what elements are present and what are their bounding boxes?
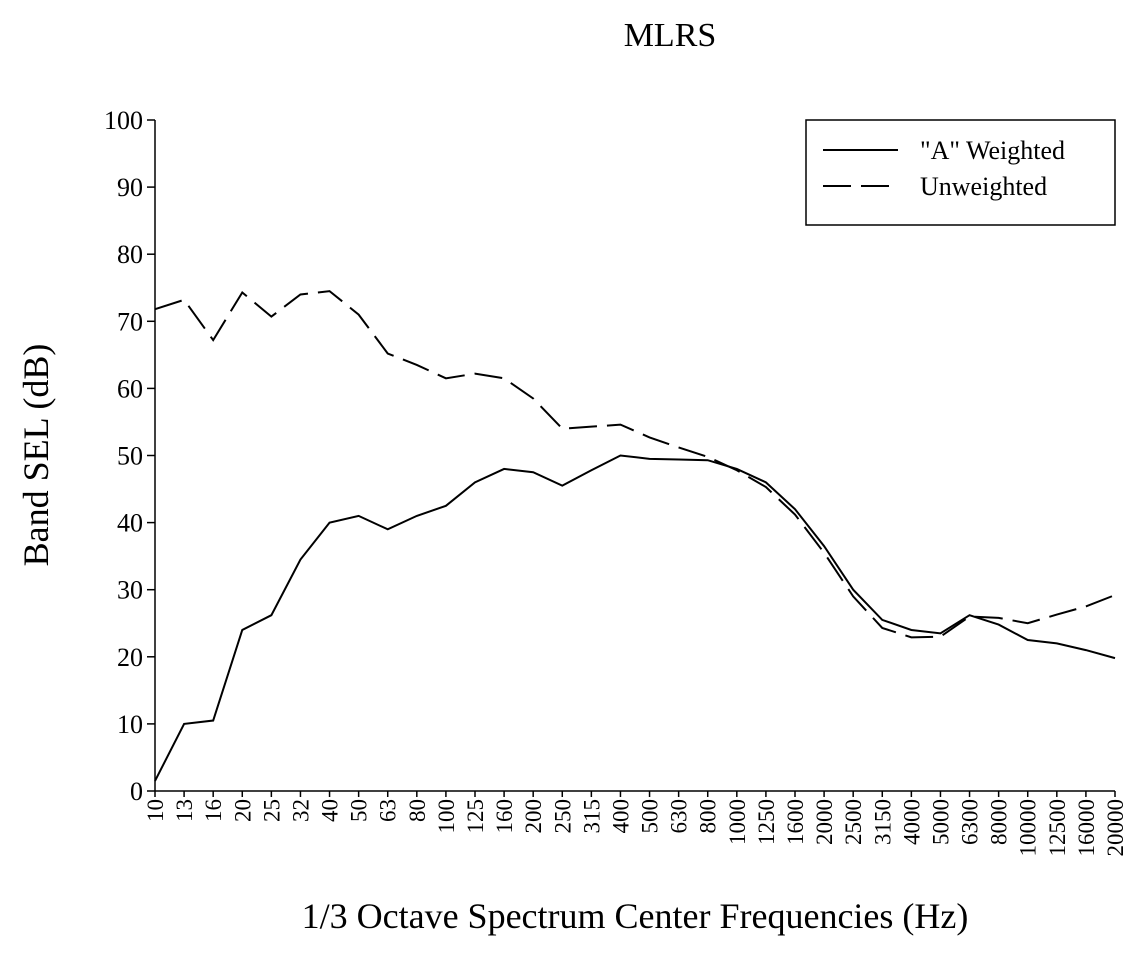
x-axis-label: 1/3 Octave Spectrum Center Frequencies (…: [302, 896, 969, 936]
x-tick-label: 50: [347, 799, 372, 822]
y-tick-label: 60: [117, 374, 143, 403]
x-tick-label: 16000: [1074, 799, 1099, 857]
x-tick-label: 800: [696, 799, 721, 834]
x-tick-label: 6300: [958, 799, 983, 845]
y-tick-label: 70: [117, 307, 143, 336]
x-tick-label: 20: [230, 799, 255, 822]
x-tick-label: 32: [288, 799, 313, 822]
x-tick-label: 20000: [1103, 799, 1128, 857]
x-tick-label: 80: [405, 799, 430, 822]
x-tick-label: 13: [172, 799, 197, 822]
chart-title: MLRS: [624, 17, 717, 54]
x-tick-label: 10: [143, 799, 168, 822]
x-tick-label: 2000: [812, 799, 837, 845]
x-tick-label: 1000: [725, 799, 750, 845]
x-tick-label: 4000: [899, 799, 924, 845]
y-tick-label: 20: [117, 643, 143, 672]
x-tick-label: 3150: [870, 799, 895, 845]
x-tick-label: 500: [638, 799, 663, 834]
y-tick-label: 10: [117, 710, 143, 739]
y-tick-label: 50: [117, 442, 143, 471]
data-line: [154, 290, 1116, 639]
x-tick-label: 10000: [1016, 799, 1041, 857]
x-tick-label: 25: [259, 799, 284, 822]
legend-label: Unweighted: [920, 172, 1047, 201]
y-tick-label: 100: [104, 106, 143, 135]
x-tick-label: 125: [463, 799, 488, 834]
legend-box: [805, 119, 1116, 226]
x-tick-label: 16: [201, 799, 226, 822]
x-tick-label: 100: [434, 799, 459, 834]
x-tick-label: 40: [318, 799, 343, 822]
y-axis-label: Band SEL (dB): [16, 344, 56, 567]
x-tick-label: 63: [376, 799, 401, 822]
x-tick-label: 315: [579, 799, 604, 834]
y-tick-label: 90: [117, 173, 143, 202]
x-tick-label: 1600: [783, 799, 808, 845]
data-line: [154, 454, 1116, 782]
x-tick-label: 8000: [987, 799, 1012, 845]
x-tick-label: 400: [608, 799, 633, 834]
y-tick-label: 40: [117, 509, 143, 538]
x-tick-label: 630: [667, 799, 692, 834]
x-tick-label: 12500: [1045, 799, 1070, 857]
legend-label: "A" Weighted: [920, 136, 1065, 165]
x-tick-label: 160: [492, 799, 517, 834]
x-tick-label: 250: [550, 799, 575, 834]
x-tick-label: 5000: [928, 799, 953, 845]
y-tick-label: 30: [117, 576, 143, 605]
y-tick-label: 0: [130, 777, 143, 806]
x-tick-label: 2500: [841, 799, 866, 845]
x-tick-label: 1250: [754, 799, 779, 845]
y-tick-label: 80: [117, 240, 143, 269]
x-tick-label: 200: [521, 799, 546, 834]
